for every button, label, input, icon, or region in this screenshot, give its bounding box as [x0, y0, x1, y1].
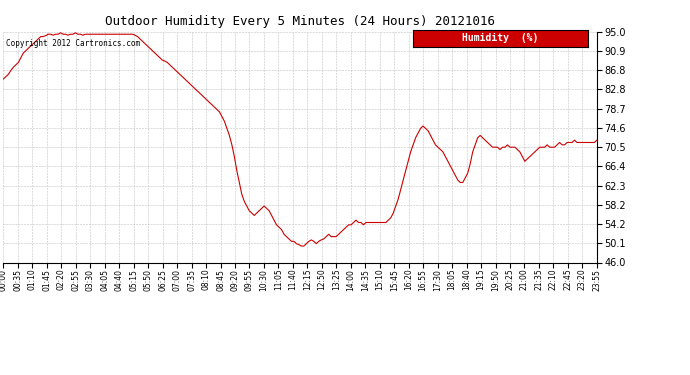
Text: Copyright 2012 Cartronics.com: Copyright 2012 Cartronics.com — [6, 39, 141, 48]
Title: Outdoor Humidity Every 5 Minutes (24 Hours) 20121016: Outdoor Humidity Every 5 Minutes (24 Hou… — [105, 15, 495, 28]
